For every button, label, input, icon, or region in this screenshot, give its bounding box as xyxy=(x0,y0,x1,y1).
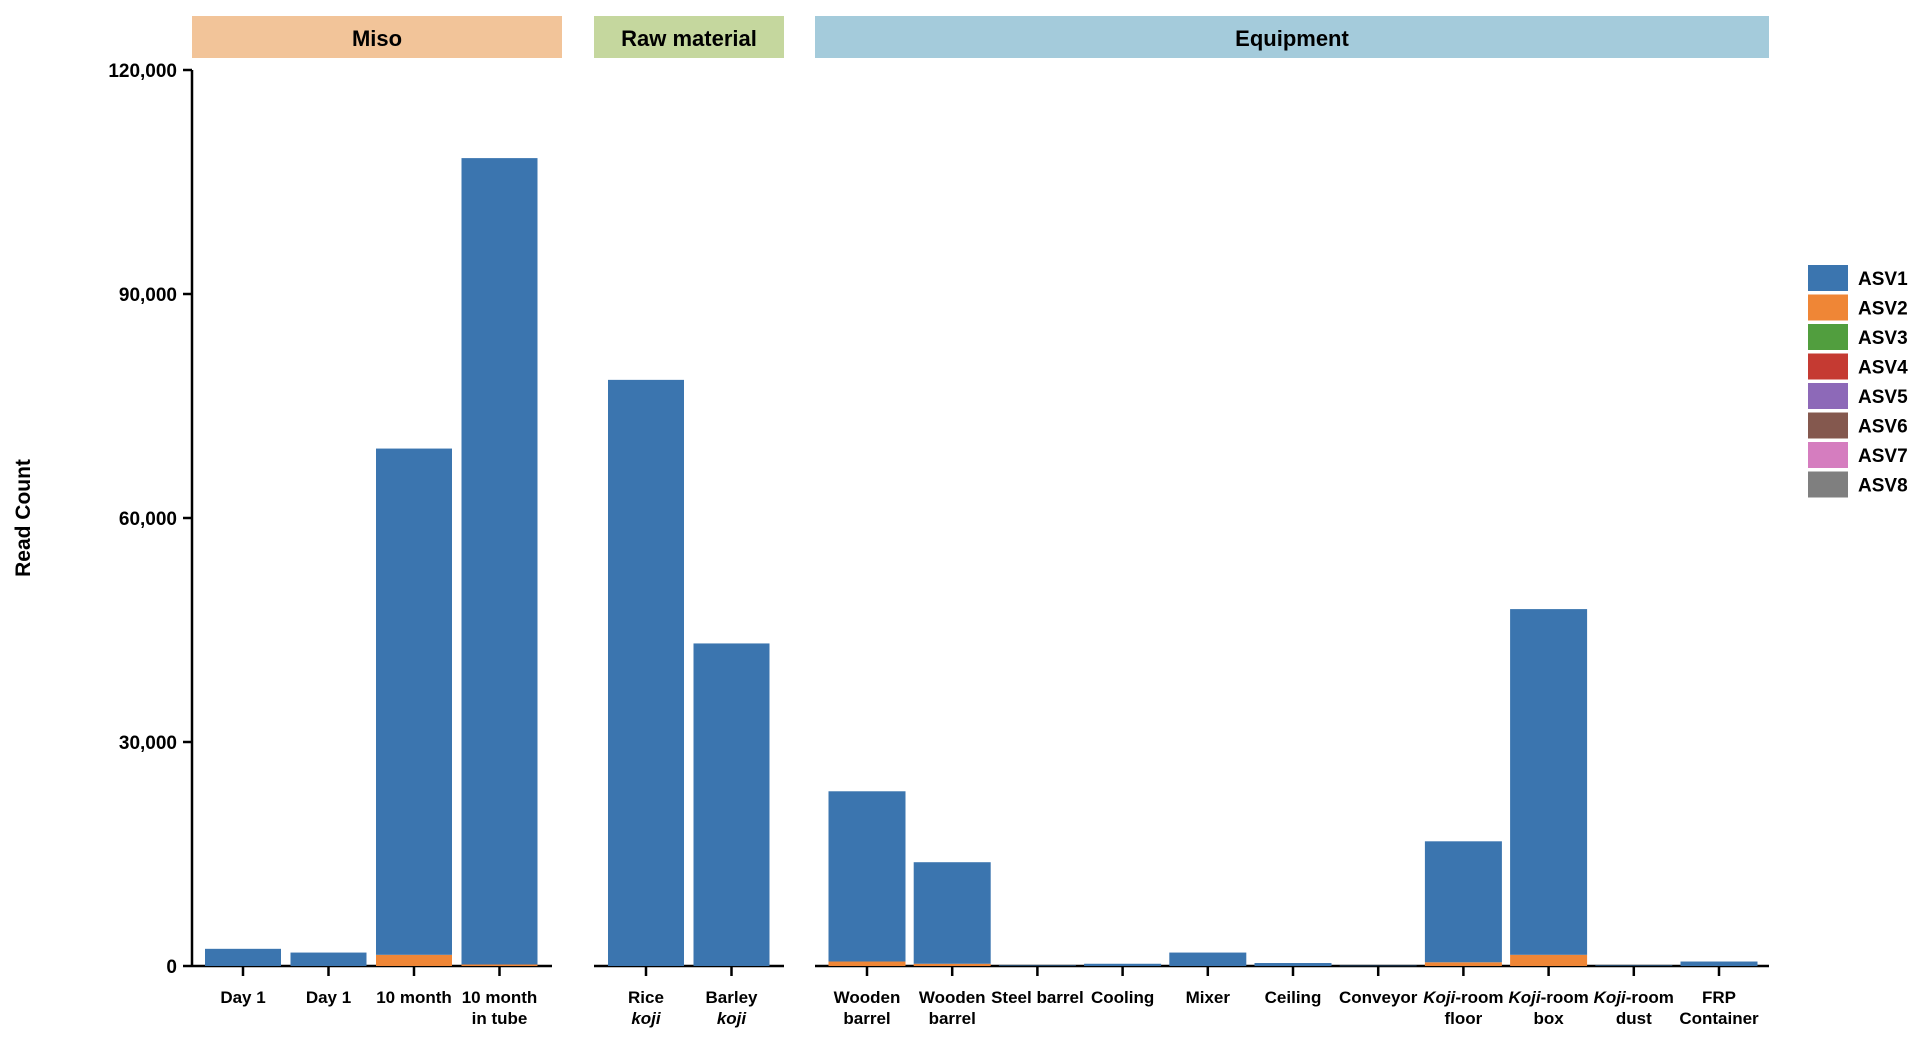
y-axis-title: Read Count xyxy=(12,459,35,577)
bar-segment-asv1 xyxy=(1339,965,1417,967)
bar-segment-asv2 xyxy=(461,964,538,966)
legend-swatch-asv2 xyxy=(1808,294,1848,321)
legend-swatch-asv7 xyxy=(1808,442,1848,468)
x-tick-label: Steel barrel xyxy=(991,988,1084,1007)
legend-swatch-asv5 xyxy=(1808,383,1848,409)
bar-segment-asv1 xyxy=(290,952,367,966)
x-tick-label: Conveyor xyxy=(1339,988,1418,1007)
legend-label-asv6: ASV6 xyxy=(1858,417,1908,438)
bar-segment-asv1 xyxy=(1595,965,1673,966)
x-tick-label-line2: barrel xyxy=(929,1009,976,1028)
y-tick-label: 60,000 xyxy=(119,509,177,530)
x-tick-label-line2: barrel xyxy=(843,1009,890,1028)
x-tick-label: Day 1 xyxy=(220,988,265,1007)
legend-swatch-asv6 xyxy=(1808,412,1848,439)
bar-segment-asv1 xyxy=(1084,963,1162,966)
legend-label-asv7: ASV7 xyxy=(1858,446,1908,467)
x-tick-label-line2: Container xyxy=(1679,1009,1759,1028)
x-tick-label: Koji-room xyxy=(1423,988,1503,1007)
legend-label-asv2: ASV2 xyxy=(1858,299,1908,320)
y-tick-label: 30,000 xyxy=(119,733,177,754)
x-tick-label: Barley xyxy=(706,988,759,1007)
bar-segment-asv1 xyxy=(913,862,991,964)
legend-label-asv4: ASV4 xyxy=(1858,358,1908,379)
bar-segment-asv2 xyxy=(1510,954,1588,966)
bar-segment-asv1 xyxy=(693,643,770,966)
bar-segment-asv1 xyxy=(1424,841,1502,963)
x-tick-label: Koji-room xyxy=(1594,988,1674,1007)
legend-label-asv8: ASV8 xyxy=(1858,476,1908,497)
group-header-box xyxy=(815,16,1769,58)
bar-segment-asv1 xyxy=(998,965,1076,966)
x-tick-label: FRP xyxy=(1702,988,1736,1007)
bar-segment-asv1 xyxy=(205,948,281,966)
x-tick-label: Cooling xyxy=(1091,988,1154,1007)
x-tick-label: Rice xyxy=(628,988,664,1007)
legend-label-asv1: ASV1 xyxy=(1858,269,1908,290)
bar-segment-asv2 xyxy=(376,954,452,966)
group-header-box xyxy=(594,16,784,58)
x-tick-label-line2: in tube xyxy=(472,1009,528,1028)
legend-label-asv5: ASV5 xyxy=(1858,387,1908,408)
x-tick-label: Mixer xyxy=(1186,988,1231,1007)
x-tick-label: Wooden xyxy=(919,988,986,1007)
bar-segment-asv1 xyxy=(828,791,906,962)
x-tick-label: Ceiling xyxy=(1265,988,1322,1007)
bar-segment-asv1 xyxy=(1510,609,1588,955)
bar-segment-asv1 xyxy=(1254,963,1332,966)
x-tick-label: Wooden xyxy=(834,988,901,1007)
x-tick-label-line2: koji xyxy=(717,1009,748,1028)
legend-swatch-asv4 xyxy=(1808,353,1848,380)
y-tick-label: 120,000 xyxy=(108,61,177,82)
bar-segment-asv2 xyxy=(913,963,991,966)
bar-segment-asv1 xyxy=(1169,952,1247,966)
y-tick-label: 90,000 xyxy=(119,285,177,306)
legend-swatch-asv8 xyxy=(1808,471,1848,498)
bar-segment-asv1 xyxy=(376,448,452,955)
x-tick-label: Day 1 xyxy=(306,988,351,1007)
x-tick-label-line2: dust xyxy=(1616,1009,1652,1028)
x-tick-label-line2: box xyxy=(1533,1009,1564,1028)
x-tick-label: Koji-room xyxy=(1508,988,1588,1007)
group-header-label: Miso xyxy=(352,26,402,51)
x-tick-label: 10 month xyxy=(462,988,538,1007)
bar-segment-asv2 xyxy=(828,961,906,966)
legend-label-asv3: ASV3 xyxy=(1858,328,1908,349)
x-tick-label: 10 month xyxy=(376,988,452,1007)
bar-segment-asv2 xyxy=(1424,962,1502,966)
bar-segment-asv1 xyxy=(608,379,684,966)
x-tick-label-line2: floor xyxy=(1445,1009,1483,1028)
legend-swatch-asv3 xyxy=(1808,324,1848,350)
x-tick-label-line2: koji xyxy=(631,1009,662,1028)
group-header-box xyxy=(192,16,562,58)
group-header-label: Raw material xyxy=(621,26,757,51)
legend-swatch-asv1 xyxy=(1808,265,1848,291)
y-tick-label: 0 xyxy=(166,957,177,978)
bar-segment-asv1 xyxy=(461,158,538,965)
bar-segment-asv1 xyxy=(1680,961,1758,966)
group-header-label: Equipment xyxy=(1235,26,1349,51)
